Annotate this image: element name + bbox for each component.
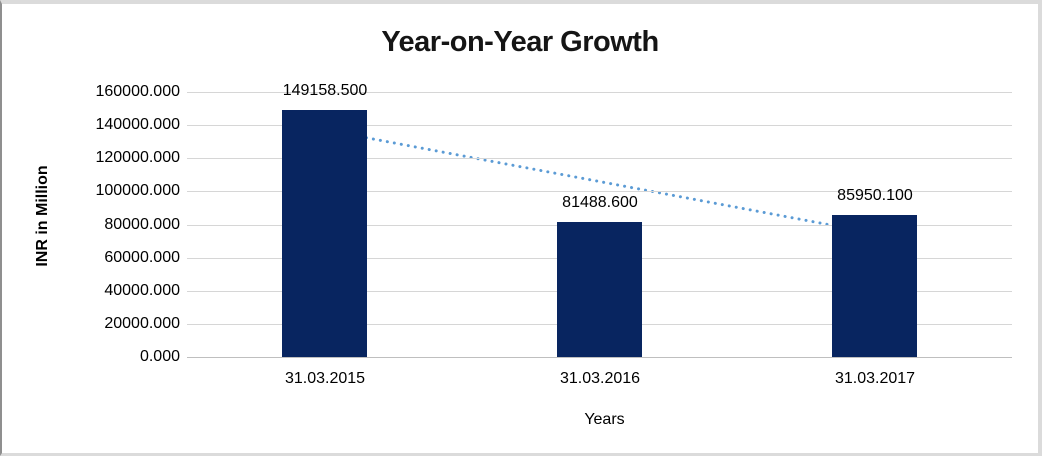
chart-title: Year-on-Year Growth [381,26,659,58]
gridline [187,191,1012,192]
y-tick-label: 140000.000 [95,116,180,133]
y-tick-label: 60000.000 [104,249,180,266]
gridline [187,125,1012,126]
x-axis-title: Years [584,411,625,428]
bar [282,110,367,357]
y-tick-label: 100000.000 [95,182,180,199]
gridline [187,92,1012,93]
y-tick-label: 20000.000 [104,315,180,332]
y-tick-label: 80000.000 [104,216,180,233]
y-tick-label: 160000.000 [95,83,180,100]
bar-data-label: 149158.500 [282,82,368,99]
bar [832,215,917,357]
x-tick-label: 31.03.2016 [559,370,641,387]
trendline-dotted-line [323,128,883,237]
y-tick-label: 0.000 [139,348,180,365]
y-tick-label: 40000.000 [104,282,180,299]
x-axis-line [187,357,1012,358]
bar-data-label: 85950.100 [837,187,913,204]
x-tick-label: 31.03.2015 [284,370,366,387]
x-tick-label: 31.03.2017 [834,370,916,387]
bar [557,222,642,357]
gridline [187,158,1012,159]
bar-data-label: 81488.600 [562,194,638,211]
y-tick-label: 120000.000 [95,149,180,166]
